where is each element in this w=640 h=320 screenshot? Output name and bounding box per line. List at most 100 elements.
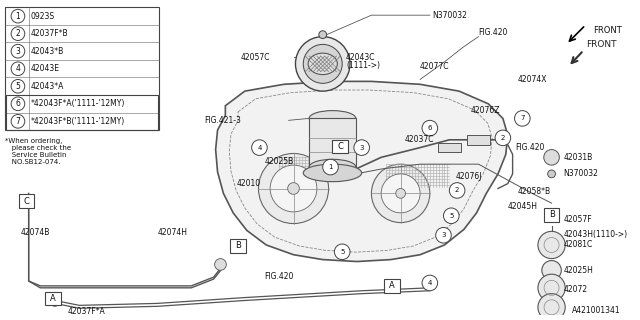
Text: 5: 5 [340,249,344,255]
Bar [6,95,158,130]
Text: 42072: 42072 [563,285,588,294]
Circle shape [444,208,459,224]
Text: A421001341: A421001341 [572,306,621,315]
FancyBboxPatch shape [332,140,348,154]
Text: 0923S: 0923S [31,12,55,21]
Text: 2: 2 [15,29,20,38]
Text: 4: 4 [15,64,20,73]
Text: C: C [337,142,343,151]
Text: 1: 1 [328,164,333,170]
Circle shape [548,170,556,178]
Circle shape [495,130,511,146]
Circle shape [422,120,438,136]
Text: *When ordering,
   please check the
   Service Bulletin
   NO.SB12-074.: *When ordering, please check the Service… [5,138,72,165]
Text: 3: 3 [15,47,20,56]
Text: 42037F*A: 42037F*A [68,307,106,316]
Text: B: B [235,242,241,251]
Text: 42074H: 42074H [157,228,187,237]
Text: 6: 6 [15,99,20,108]
Text: 42043*B: 42043*B [31,47,64,56]
Text: 42037F*B: 42037F*B [31,29,68,38]
Circle shape [259,154,328,224]
Text: FRONT: FRONT [593,26,622,35]
Circle shape [436,228,451,243]
Text: 42010: 42010 [237,179,261,188]
Text: 42057F: 42057F [563,215,592,224]
Circle shape [287,183,300,194]
Text: 42077C: 42077C [420,62,450,71]
Circle shape [335,244,350,260]
Text: 42058*B: 42058*B [518,187,550,196]
Ellipse shape [309,111,356,126]
Circle shape [538,274,565,301]
Text: A: A [389,281,395,290]
Text: 5: 5 [449,213,454,219]
Circle shape [396,188,406,198]
Text: C: C [24,197,29,206]
Ellipse shape [303,164,362,182]
Circle shape [538,294,565,320]
Circle shape [515,111,530,126]
Text: FIG.421-3: FIG.421-3 [204,116,241,125]
Text: N370032: N370032 [432,11,467,20]
Ellipse shape [309,159,356,175]
Text: 42043*A: 42043*A [31,82,64,91]
Text: 42025B: 42025B [264,157,294,166]
FancyBboxPatch shape [19,194,35,208]
Circle shape [449,183,465,198]
Bar [438,143,461,152]
Text: FIG.420: FIG.420 [264,272,294,281]
Text: 42081C: 42081C [563,241,593,250]
Circle shape [323,159,339,175]
Text: 6: 6 [428,125,432,131]
Text: 42043E: 42043E [31,64,60,73]
Text: 42074B: 42074B [21,228,50,237]
Text: 42076Z: 42076Z [471,106,500,115]
Text: FRONT: FRONT [586,40,616,49]
Bar [467,135,490,145]
Text: 42057C: 42057C [241,52,271,61]
Text: 42043H(1110->): 42043H(1110->) [563,230,627,239]
Text: 42045H: 42045H [508,202,538,211]
Circle shape [252,140,268,156]
Circle shape [319,31,326,38]
Bar [5,7,159,130]
Text: 4: 4 [428,280,432,286]
Text: *42043F*A('1111-'12MY): *42043F*A('1111-'12MY) [31,99,125,108]
FancyBboxPatch shape [384,279,399,293]
FancyBboxPatch shape [45,292,61,305]
Polygon shape [216,81,508,261]
Text: 3: 3 [360,145,364,151]
Circle shape [50,297,60,306]
Text: *42043F*B('1111-'12MY): *42043F*B('1111-'12MY) [31,117,125,126]
Text: 7: 7 [15,117,20,126]
FancyBboxPatch shape [230,239,246,253]
Text: FIG.420: FIG.420 [479,28,508,37]
Text: 2: 2 [500,135,505,141]
Text: B: B [548,210,554,219]
FancyBboxPatch shape [544,208,559,222]
Ellipse shape [308,53,337,75]
Text: 2: 2 [455,188,460,194]
Text: 42076J: 42076J [455,172,482,181]
Text: 3: 3 [441,232,445,238]
Circle shape [371,164,430,223]
Circle shape [542,260,561,280]
Text: 4: 4 [257,145,262,151]
Circle shape [214,259,227,270]
Circle shape [544,149,559,165]
Circle shape [538,231,565,259]
Text: FIG.420: FIG.420 [516,143,545,152]
Text: 7: 7 [520,116,525,121]
Text: 42043C: 42043C [346,52,376,61]
Text: (1111->): (1111->) [346,61,380,70]
Text: 1: 1 [15,12,20,21]
Circle shape [381,174,420,213]
Circle shape [270,165,317,212]
Text: N370032: N370032 [563,169,598,178]
Circle shape [303,44,342,83]
Text: A: A [50,294,56,303]
Circle shape [296,36,350,91]
Text: 5: 5 [15,82,20,91]
Text: 42025H: 42025H [563,266,593,275]
